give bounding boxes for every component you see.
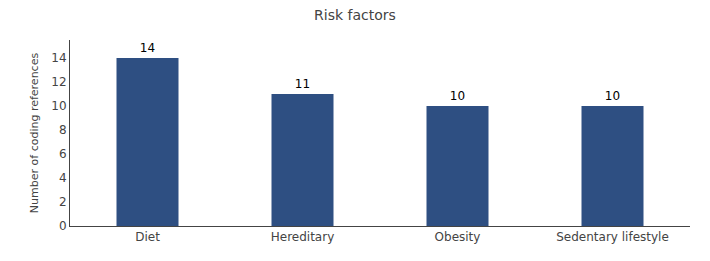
svg-text:2: 2 <box>59 195 67 209</box>
svg-text:Diet: Diet <box>135 230 160 244</box>
svg-text:Sedentary lifestyle: Sedentary lifestyle <box>556 230 669 244</box>
svg-text:0: 0 <box>59 219 67 233</box>
svg-text:Risk factors: Risk factors <box>314 7 396 23</box>
svg-text:10: 10 <box>51 99 66 113</box>
svg-text:8: 8 <box>59 123 67 137</box>
svg-text:10: 10 <box>605 89 620 103</box>
svg-text:Number of coding references: Number of coding references <box>28 53 41 214</box>
svg-text:14: 14 <box>51 51 66 65</box>
svg-text:Obesity: Obesity <box>435 230 481 244</box>
svg-text:11: 11 <box>295 77 310 91</box>
svg-text:Hereditary: Hereditary <box>271 230 335 244</box>
svg-text:10: 10 <box>450 89 465 103</box>
svg-text:6: 6 <box>59 147 67 161</box>
svg-text:12: 12 <box>51 75 66 89</box>
svg-text:14: 14 <box>140 41 155 55</box>
svg-text:4: 4 <box>59 171 67 185</box>
